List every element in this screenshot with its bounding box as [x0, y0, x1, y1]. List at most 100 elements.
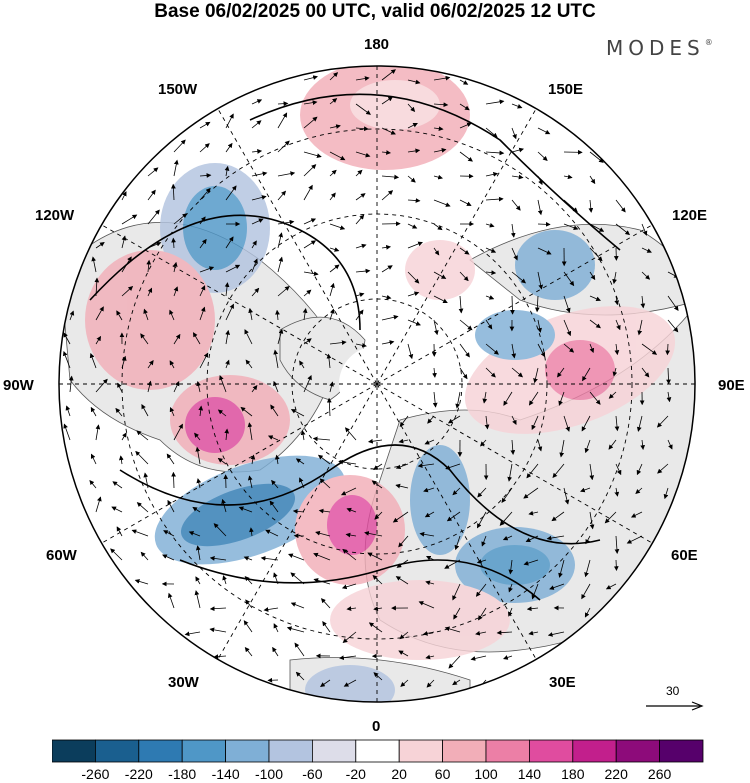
wind-vector: [392, 511, 409, 523]
lon-label-120e: 120E: [672, 207, 708, 224]
wind-vector: [313, 578, 331, 585]
wind-vector: [419, 531, 435, 537]
wind-vector: [433, 247, 440, 256]
wind-vector: [589, 319, 601, 329]
wind-vector: [526, 463, 539, 479]
wind-vector: [537, 175, 543, 186]
wind-vector: [199, 216, 206, 225]
wind-vector: [511, 103, 523, 109]
wind-vector: [475, 583, 487, 597]
wind-vector: [452, 679, 461, 686]
wind-vector: [368, 438, 383, 444]
wind-vector: [485, 295, 495, 300]
wind-vector: [173, 423, 183, 441]
wind-vector: [147, 241, 162, 249]
wind-vector: [485, 99, 505, 105]
wind-vector: [407, 291, 420, 297]
wind-vector: [604, 511, 617, 524]
wind-vector: [546, 535, 565, 541]
lon-label-30w: 30W: [168, 674, 199, 691]
wind-vector: [322, 621, 331, 633]
wind-vector: [90, 453, 97, 465]
wind-vector: [373, 463, 383, 470]
wind-vector: [329, 151, 346, 161]
wind-vector: [329, 282, 335, 297]
colorbar-tick-label: 140: [517, 766, 542, 782]
wind-vector: [355, 76, 370, 81]
wind-vector: [425, 580, 435, 586]
wind-vector: [485, 172, 499, 177]
wind-vector: [355, 309, 364, 321]
wind-vector: [225, 113, 234, 129]
wind-vector: [171, 471, 176, 489]
wind-vector: [418, 601, 435, 609]
colorbar-swatch: [268, 739, 313, 763]
wind-vector: [299, 477, 305, 489]
wind-vector: [173, 333, 181, 345]
wind-vector: [339, 655, 357, 661]
wind-vector: [398, 535, 409, 548]
wind-vector: [511, 147, 524, 153]
wind-vector: [213, 654, 227, 659]
wind-vector: [485, 247, 497, 253]
wind-vector: [502, 535, 513, 541]
wind-vector: [199, 238, 207, 249]
wind-vector: [589, 295, 601, 302]
wind-vector: [338, 459, 357, 465]
wind-vector: [395, 463, 409, 470]
wind-vector: [199, 121, 211, 129]
wind-vector: [459, 151, 473, 162]
wind-vector: [547, 631, 565, 637]
wind-vector: [171, 237, 176, 249]
wind-vector: [346, 507, 357, 513]
colorbar-swatch: [181, 739, 226, 763]
wind-vector: [424, 511, 435, 518]
wind-vector: [433, 102, 449, 108]
wind-vector: [225, 185, 237, 201]
wind-vector: [381, 127, 396, 135]
negative-anomaly-atlantic-south: [305, 665, 395, 702]
wind-vector: [459, 199, 472, 206]
lon-label-150w: 150W: [158, 81, 198, 98]
wind-vector: [559, 439, 565, 458]
wind-vector: [667, 439, 673, 450]
wind-vector: [300, 430, 306, 441]
wind-vector: [581, 415, 591, 432]
wind-vector: [398, 650, 409, 657]
wind-vector: [459, 247, 470, 255]
wind-vector: [199, 143, 210, 153]
wind-vector: [537, 199, 543, 216]
wind-vector: [303, 289, 312, 297]
wind-vector: [585, 535, 591, 545]
wind-vector: [537, 439, 543, 452]
negative-anomaly-ural: [480, 545, 550, 585]
wind-vector: [433, 147, 447, 153]
map-border: [58, 65, 696, 703]
wind-vector: [184, 631, 201, 637]
positive-anomaly-north-pacific-core: [350, 80, 440, 130]
wind-vector: [272, 646, 279, 657]
wind-vector: [315, 530, 331, 537]
wind-vector: [271, 479, 279, 489]
wind-vector: [343, 679, 357, 687]
wind-vector: [407, 271, 420, 284]
wind-vector: [344, 427, 357, 441]
wind-vector: [65, 405, 71, 417]
colorbar-swatch: [442, 739, 487, 763]
wind-vector: [329, 72, 339, 81]
positive-anomaly-labrador: [185, 397, 245, 453]
wind-vector: [433, 199, 451, 207]
wind-vector: [407, 148, 421, 154]
wind-vector: [636, 463, 643, 476]
wind-vector: [247, 422, 253, 441]
wind-vector: [213, 523, 227, 537]
wind-vector: [523, 487, 539, 499]
wind-vector: [481, 535, 487, 547]
wind-vector: [613, 559, 619, 571]
wind-vector: [477, 487, 487, 498]
wind-vector: [277, 256, 284, 273]
colorbar-swatch: [311, 739, 357, 763]
wind-vector: [166, 453, 175, 465]
wind-vector: [267, 435, 279, 441]
wind-vector: [584, 559, 591, 578]
